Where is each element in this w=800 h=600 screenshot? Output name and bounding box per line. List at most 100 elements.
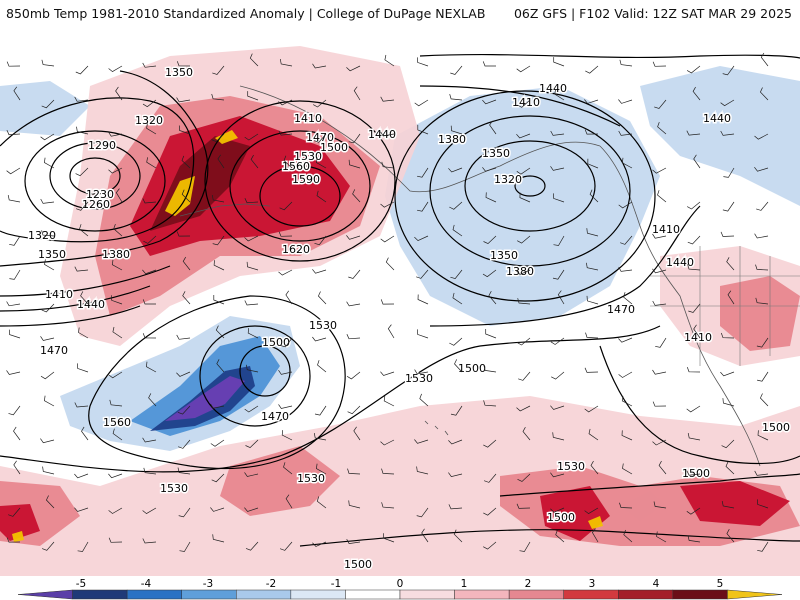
warm-anomaly-south-extreme: [588, 516, 603, 529]
legend-color-swatch: [618, 589, 674, 600]
contour-1410-west: [0, 265, 171, 297]
contour-1500-southeast: [499, 473, 800, 497]
wind-barb: [41, 59, 55, 67]
legend-color-segments: [17, 589, 783, 600]
wind-barb: [178, 507, 191, 518]
wind-barb: [725, 461, 735, 475]
wind-barb: [40, 198, 55, 204]
wind-barb: [76, 126, 89, 135]
map-header: 850mb Temp 1981-2010 Standardized Anomal…: [0, 0, 800, 26]
wind-barb: [450, 405, 463, 416]
contour-label: 1560: [103, 416, 131, 429]
contour-label: 1410: [512, 96, 540, 109]
wind-barb: [383, 395, 395, 407]
contour-label: 1410: [45, 288, 73, 301]
wind-barb: [111, 295, 123, 305]
wind-barb: [554, 89, 565, 101]
wind-barb: [551, 371, 565, 380]
legend-tick: -4: [141, 578, 152, 590]
wind-barb: [353, 86, 361, 101]
contour-label: 1290: [88, 139, 116, 152]
wind-barb: [278, 269, 293, 276]
wind-barb: [81, 426, 89, 441]
wind-barb: [653, 501, 667, 509]
contour-label: 1500: [762, 421, 790, 434]
contour-label: 1320: [28, 229, 56, 242]
us-state-lines: [650, 246, 800, 366]
contour-label: 1500: [344, 558, 372, 571]
wind-barb: [621, 395, 633, 407]
wind-barb: [587, 158, 599, 169]
wind-barb: [113, 223, 123, 237]
wind-barb: [621, 157, 633, 169]
wind-barb: [181, 155, 191, 169]
wind-barb: [13, 86, 21, 101]
wind-barb: [146, 157, 157, 169]
wind-barb: [618, 266, 633, 272]
contour-1530-mid: [0, 325, 661, 473]
wind-barb: [348, 269, 361, 279]
wind-barb: [658, 460, 667, 475]
wind-barb: [449, 201, 463, 210]
wind-barb: [757, 430, 769, 441]
wind-barb: [686, 405, 701, 413]
wind-barb: [584, 129, 599, 135]
wind-barb: [250, 154, 259, 169]
legend-tick: 2: [525, 578, 532, 590]
wind-barbs: [6, 52, 769, 552]
anomaly-map: 1350 1320 1290 1260 1230 1320 1350 1380 …: [0, 26, 800, 576]
wind-barb: [726, 257, 735, 271]
wind-barb: [686, 65, 701, 74]
wind-barb: [108, 131, 123, 137]
wind-barb: [79, 224, 89, 237]
contour-label: 1500: [682, 467, 710, 480]
wind-barb: [146, 123, 157, 135]
wind-barb: [555, 529, 565, 543]
legend-color-swatch: [236, 589, 292, 600]
legend-colorbar: -5 -4 -3 -2 -1 0 1 2 3 4 5: [17, 578, 783, 600]
wind-barb: [483, 235, 497, 245]
wind-barb: [483, 439, 497, 448]
wind-barb: [488, 291, 497, 305]
wind-barb: [211, 473, 225, 483]
wind-barb: [109, 399, 123, 407]
wind-barb: [108, 371, 123, 379]
wind-barb: [314, 405, 327, 416]
wind-barb: [759, 393, 769, 407]
contour-label: 1440: [703, 112, 731, 125]
contour-label: 1560: [282, 160, 310, 173]
wind-barb: [516, 405, 531, 412]
wind-barb: [417, 294, 429, 305]
wind-barb: [348, 133, 361, 144]
map-canvas: 1350 1320 1290 1260 1230 1320 1350 1380 …: [0, 26, 800, 576]
legend-color-swatch: [126, 589, 182, 600]
contour-label: 1500: [458, 362, 486, 375]
wind-barb: [517, 235, 531, 244]
wind-barb: [517, 99, 531, 108]
wind-barb: [522, 427, 531, 441]
wind-barb: [108, 167, 123, 174]
cool-anomaly-extreme: [165, 376, 245, 421]
wind-barb: [74, 507, 89, 512]
wind-barb: [550, 166, 565, 171]
wind-barb: [483, 473, 497, 483]
contour-label: 1380: [102, 248, 130, 261]
wind-barb: [417, 57, 429, 67]
wind-barb: [482, 99, 497, 105]
wind-barb: [550, 405, 565, 410]
wind-barb: [588, 428, 599, 441]
wind-barb: [346, 301, 361, 307]
wind-barb: [449, 337, 463, 346]
wind-barb: [111, 259, 123, 271]
wind-barb: [657, 121, 667, 135]
coastlines: [179, 85, 800, 467]
contour-label: 1530: [297, 472, 325, 485]
wind-barb: [148, 393, 157, 407]
wind-barb: [182, 256, 191, 271]
contour-label: 1260: [82, 198, 110, 211]
wind-barb: [6, 61, 21, 67]
contour-label: 1530: [557, 460, 585, 473]
wind-barb: [244, 507, 259, 512]
wind-barb: [652, 268, 667, 274]
wind-barb: [550, 472, 565, 478]
